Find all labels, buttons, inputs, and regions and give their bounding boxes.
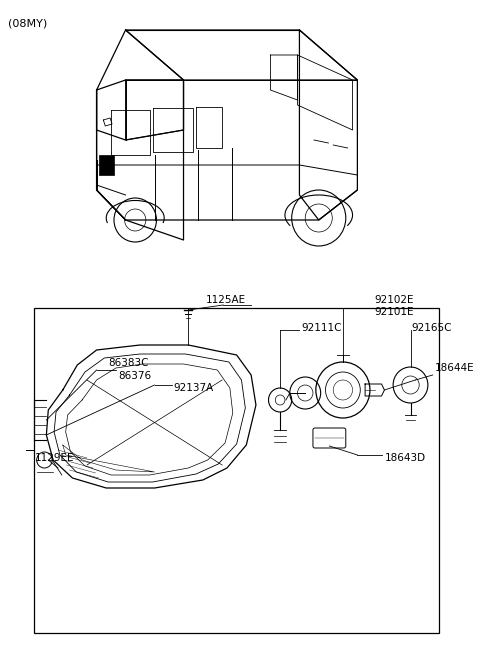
FancyBboxPatch shape [313, 428, 346, 448]
Text: 1129EE: 1129EE [35, 453, 74, 463]
Text: 86383C: 86383C [108, 358, 149, 368]
Text: 92101E: 92101E [375, 307, 414, 317]
Text: 18644E: 18644E [435, 363, 474, 373]
Text: 1125AE: 1125AE [206, 295, 246, 305]
Text: 92165C: 92165C [411, 323, 452, 333]
Polygon shape [99, 155, 114, 175]
Text: 92102E: 92102E [375, 295, 414, 305]
Bar [34, 308, 440, 633]
Text: 86376: 86376 [118, 371, 151, 381]
Text: 92111C: 92111C [301, 323, 342, 333]
Text: (08MY): (08MY) [8, 18, 47, 28]
Text: 18643D: 18643D [384, 453, 426, 463]
Text: 92137A: 92137A [174, 383, 214, 393]
